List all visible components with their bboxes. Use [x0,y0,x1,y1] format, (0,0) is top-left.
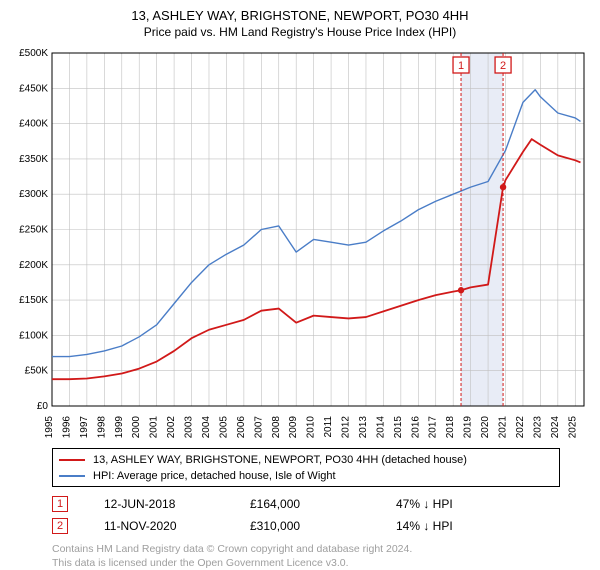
svg-text:1996: 1996 [61,416,72,439]
legend-item-hpi: HPI: Average price, detached house, Isle… [59,468,553,484]
svg-text:2016: 2016 [410,416,421,439]
svg-text:2018: 2018 [445,416,456,439]
attribution-line: This data is licensed under the Open Gov… [52,557,592,570]
legend-swatch-icon [59,459,85,461]
svg-text:2003: 2003 [184,416,195,439]
page-title: 13, ASHLEY WAY, BRIGHSTONE, NEWPORT, PO3… [8,8,592,23]
svg-text:2005: 2005 [218,416,229,439]
svg-text:2009: 2009 [288,416,299,439]
svg-text:2: 2 [500,60,506,72]
legend-label: HPI: Average price, detached house, Isle… [93,468,336,484]
svg-text:£250K: £250K [19,225,48,236]
svg-text:2000: 2000 [131,416,142,439]
svg-text:£300K: £300K [19,189,48,200]
marker-box-icon: 1 [52,496,68,512]
svg-text:2020: 2020 [480,416,491,439]
marker-price: £310,000 [250,519,360,533]
svg-text:2014: 2014 [375,416,386,439]
chart-svg: £0 £50K £100K £150K £200K £250K £300K £350K £400… [8,47,592,442]
svg-text:2001: 2001 [149,416,160,439]
marker-date: 12-JUN-2018 [104,497,214,511]
svg-text:2012: 2012 [341,416,352,439]
svg-text:2007: 2007 [253,416,264,439]
svg-text:2017: 2017 [428,416,439,439]
svg-text:2011: 2011 [323,416,334,438]
svg-text:£400K: £400K [19,119,48,130]
svg-text:2015: 2015 [393,416,404,439]
svg-text:2006: 2006 [236,416,247,439]
svg-text:1995: 1995 [44,416,55,439]
marker-price: £164,000 [250,497,360,511]
marker-date: 11-NOV-2020 [104,519,214,533]
chart: £0 £50K £100K £150K £200K £250K £300K £350K £400… [8,47,592,442]
svg-text:£350K: £350K [19,154,48,165]
marker-delta: 14% ↓ HPI [396,519,506,533]
marker-box-icon: 2 [52,518,68,534]
svg-text:2025: 2025 [567,416,578,439]
marker-row: 1 12-JUN-2018 £164,000 47% ↓ HPI [52,493,560,515]
attribution: Contains HM Land Registry data © Crown c… [52,543,592,570]
svg-text:1999: 1999 [114,416,125,439]
svg-text:£50K: £50K [25,366,49,377]
legend: 13, ASHLEY WAY, BRIGHSTONE, NEWPORT, PO3… [52,448,560,487]
svg-text:2004: 2004 [201,416,212,439]
svg-text:£0: £0 [37,401,49,412]
svg-text:1998: 1998 [96,416,107,439]
page-subtitle: Price paid vs. HM Land Registry's House … [8,25,592,39]
legend-label: 13, ASHLEY WAY, BRIGHSTONE, NEWPORT, PO3… [93,452,467,468]
svg-text:2023: 2023 [532,416,543,439]
markers-table: 1 12-JUN-2018 £164,000 47% ↓ HPI 2 11-NO… [52,493,560,537]
svg-text:£450K: £450K [19,83,48,94]
svg-text:2002: 2002 [166,416,177,439]
svg-text:2021: 2021 [498,416,509,439]
svg-text:£500K: £500K [19,48,48,59]
svg-text:1: 1 [458,60,464,72]
svg-text:£200K: £200K [19,260,48,271]
svg-text:2008: 2008 [271,416,282,439]
svg-text:2013: 2013 [358,416,369,439]
svg-text:2010: 2010 [306,416,317,439]
svg-text:£150K: £150K [19,295,48,306]
marker-row: 2 11-NOV-2020 £310,000 14% ↓ HPI [52,515,560,537]
attribution-line: Contains HM Land Registry data © Crown c… [52,543,592,557]
svg-text:2019: 2019 [463,416,474,439]
legend-swatch-icon [59,475,85,477]
legend-item-property: 13, ASHLEY WAY, BRIGHSTONE, NEWPORT, PO3… [59,452,553,468]
svg-text:1997: 1997 [79,416,90,439]
svg-text:£100K: £100K [19,330,48,341]
marker-delta: 47% ↓ HPI [396,497,506,511]
svg-text:2022: 2022 [515,416,526,439]
svg-text:2024: 2024 [550,416,561,439]
